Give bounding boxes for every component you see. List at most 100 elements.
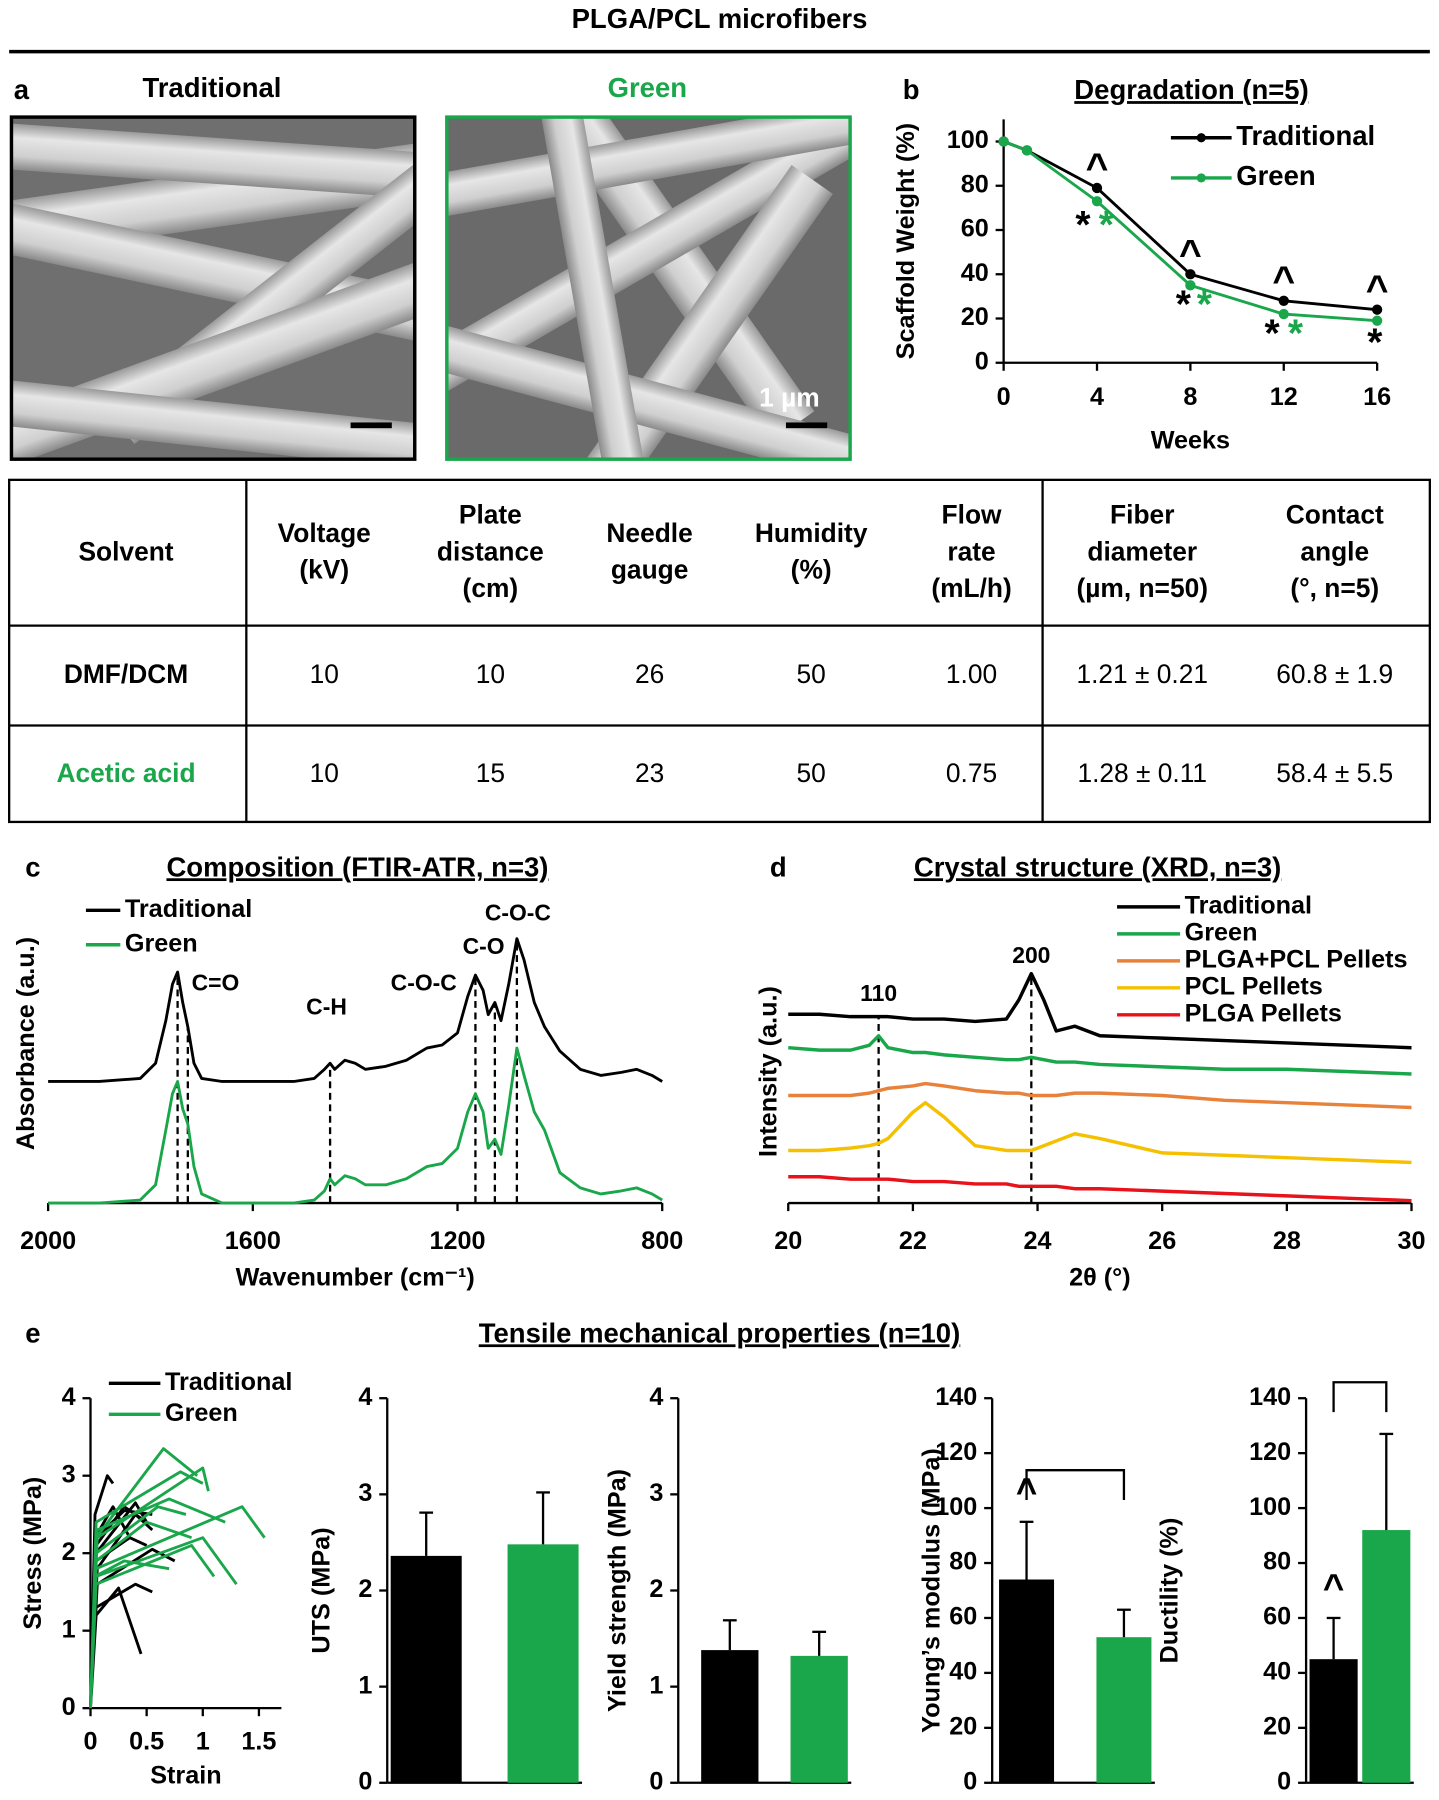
- x-tick-label: 30: [1397, 1227, 1425, 1255]
- y-tick-label: 120: [935, 1438, 977, 1466]
- y-tick-label: 100: [947, 126, 989, 154]
- bar: [701, 1650, 759, 1783]
- sem-image: [11, 117, 415, 460]
- bar: [999, 1579, 1055, 1783]
- x-tick-label: 24: [1024, 1227, 1052, 1255]
- x-tick-label: 8: [1183, 383, 1197, 411]
- x-tick-label: 20: [774, 1227, 802, 1255]
- x-tick-label: 28: [1273, 1227, 1301, 1255]
- y-axis-label: Scaffold Weight (%): [892, 123, 920, 360]
- table-header: Solvent: [78, 536, 173, 566]
- y-tick-label: 4: [62, 1383, 76, 1411]
- series-line: [788, 971, 1412, 1050]
- y-tick-label: 60: [949, 1603, 977, 1631]
- legend-label: Traditional: [1185, 892, 1312, 920]
- legend-label: Traditional: [165, 1368, 292, 1396]
- table-header: Voltage: [278, 518, 371, 548]
- x-tick-label: 22: [899, 1227, 927, 1255]
- table-header: (µm, n=50): [1077, 573, 1209, 603]
- table-cell: 1.21 ± 0.21: [1076, 659, 1208, 689]
- y-tick-label: 3: [358, 1479, 372, 1507]
- annotation: *: [1367, 321, 1383, 364]
- table-header: Plate: [459, 500, 522, 530]
- data-point: [1185, 269, 1196, 280]
- y-tick-label: 40: [949, 1658, 977, 1686]
- series-line: [788, 1081, 1412, 1110]
- y-axis-label: Intensity (a.u.): [755, 986, 783, 1157]
- table-header: Flow: [942, 500, 1002, 530]
- annotation: ^: [1272, 259, 1295, 302]
- legend-label: PCL Pellets: [1185, 972, 1323, 1000]
- scale-bar: [350, 422, 392, 429]
- y-tick-label: 2: [649, 1575, 663, 1603]
- y-tick-label: 1: [649, 1671, 663, 1699]
- y-tick-label: 40: [1263, 1658, 1291, 1686]
- annotation: ^: [1323, 1567, 1344, 1608]
- table-cell: 10: [310, 758, 339, 788]
- chart-title: Degradation (n=5): [1074, 74, 1308, 105]
- y-axis-label: Yield strength (MPa): [603, 1469, 631, 1712]
- y-axis-label: UTS (MPa): [308, 1527, 336, 1653]
- data-point: [1021, 145, 1033, 156]
- x-tick-label: 0.5: [129, 1727, 164, 1755]
- x-tick-label: 800: [641, 1227, 683, 1255]
- table-cell: Acetic acid: [57, 758, 196, 788]
- annotation: *: [1288, 312, 1304, 355]
- annotation: C=O: [192, 969, 240, 995]
- annotation: ^: [1366, 268, 1389, 311]
- y-tick-label: 0: [649, 1767, 663, 1795]
- annotation: C-O-C: [485, 899, 551, 925]
- y-tick-label: 3: [649, 1479, 663, 1507]
- table-header: (cm): [463, 573, 519, 603]
- annotation: C-O: [463, 933, 505, 959]
- legend-label: Green: [125, 929, 198, 957]
- y-axis-label: Young’s modulus (MPa): [917, 1448, 945, 1733]
- x-tick-label: 1600: [225, 1227, 281, 1255]
- x-axis-label: Weeks: [1151, 427, 1230, 455]
- legend-label: PLGA Pellets: [1185, 999, 1342, 1027]
- y-tick-label: 80: [1263, 1548, 1291, 1576]
- table-cell: 10: [310, 659, 339, 689]
- table-cell: DMF/DCM: [64, 659, 188, 689]
- table-header: Needle: [606, 518, 692, 548]
- significance-bracket: [1332, 1381, 1388, 1413]
- table-frame: [8, 478, 1431, 824]
- table-cell: 1.28 ± 0.11: [1077, 758, 1207, 788]
- x-tick-label: 0: [84, 1727, 98, 1755]
- y-tick-label: 20: [949, 1712, 977, 1740]
- y-tick-label: 100: [935, 1493, 977, 1521]
- panel-label: d: [770, 851, 787, 882]
- data-point: [1091, 182, 1103, 194]
- legend-label: Green: [1185, 919, 1258, 947]
- table-header: (kV): [299, 555, 349, 585]
- series-line: [788, 1100, 1412, 1165]
- table-header: diameter: [1087, 536, 1197, 566]
- table-header: rate: [947, 536, 995, 566]
- image-title: Traditional: [142, 72, 281, 103]
- panel-label: a: [14, 74, 30, 105]
- scale-bar-label: 1 µm: [759, 382, 820, 412]
- bar: [390, 1555, 462, 1783]
- y-tick-label: 0: [963, 1767, 977, 1795]
- y-axis-label: Stress (MPa): [19, 1477, 47, 1630]
- series-line: [788, 1034, 1412, 1076]
- table-cell: 58.4 ± 5.5: [1276, 758, 1393, 788]
- y-tick-label: 100: [1249, 1493, 1291, 1521]
- legend-label: Traditional: [125, 895, 252, 923]
- x-axis-label: Strain: [150, 1762, 221, 1790]
- y-tick-label: 1: [358, 1671, 372, 1699]
- data-point: [1371, 315, 1383, 326]
- table-header: Humidity: [755, 518, 868, 548]
- series-line: [788, 1175, 1412, 1203]
- table-cell: 15: [476, 758, 505, 788]
- panel-label: c: [25, 851, 40, 882]
- table-header: (°, n=5): [1290, 573, 1379, 603]
- table-cell: 50: [797, 758, 826, 788]
- y-tick-label: 0: [1277, 1767, 1291, 1795]
- y-tick-label: 40: [961, 259, 989, 287]
- legend-label: Traditional: [1236, 120, 1375, 151]
- table-cell: 50: [797, 659, 826, 689]
- chart-title: Composition (FTIR-ATR, n=3): [166, 851, 548, 882]
- y-tick-label: 20: [1263, 1712, 1291, 1740]
